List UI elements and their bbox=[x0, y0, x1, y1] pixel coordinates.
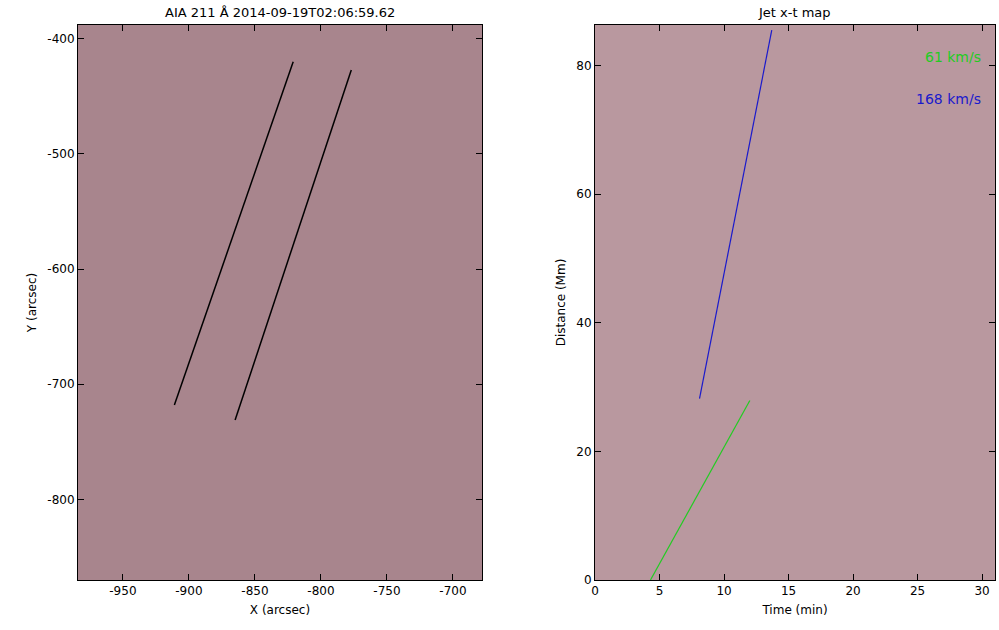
svg-text:-950: -950 bbox=[109, 584, 136, 598]
svg-text:5: 5 bbox=[656, 584, 664, 598]
svg-text:Y (arcsec): Y (arcsec) bbox=[25, 273, 39, 333]
svg-text:-500: -500 bbox=[47, 147, 74, 161]
svg-text:61 km/s: 61 km/s bbox=[925, 49, 981, 65]
svg-text:60: 60 bbox=[576, 187, 591, 201]
svg-text:X (arcsec): X (arcsec) bbox=[250, 603, 310, 617]
svg-text:-850: -850 bbox=[241, 584, 268, 598]
svg-text:10: 10 bbox=[716, 584, 731, 598]
svg-text:-400: -400 bbox=[47, 32, 74, 46]
svg-text:40: 40 bbox=[576, 316, 591, 330]
svg-text:15: 15 bbox=[781, 584, 796, 598]
svg-text:-900: -900 bbox=[175, 584, 202, 598]
svg-text:20: 20 bbox=[845, 584, 860, 598]
svg-text:-800: -800 bbox=[47, 493, 74, 507]
svg-text:-800: -800 bbox=[307, 584, 334, 598]
svg-text:-700: -700 bbox=[47, 377, 74, 391]
svg-text:-750: -750 bbox=[373, 584, 400, 598]
svg-text:30: 30 bbox=[974, 584, 989, 598]
svg-text:Distance (Mm): Distance (Mm) bbox=[554, 259, 568, 347]
svg-text:Jet x-t map: Jet x-t map bbox=[758, 5, 831, 20]
svg-text:25: 25 bbox=[910, 584, 925, 598]
svg-text:-600: -600 bbox=[47, 262, 74, 276]
svg-text:Time (min): Time (min) bbox=[761, 603, 827, 617]
svg-text:-700: -700 bbox=[439, 584, 466, 598]
svg-text:AIA 211 Å 2014-09-19T02:06:59.: AIA 211 Å 2014-09-19T02:06:59.62 bbox=[165, 5, 395, 20]
svg-text:0: 0 bbox=[584, 573, 592, 587]
svg-text:20: 20 bbox=[576, 445, 591, 459]
svg-text:80: 80 bbox=[576, 59, 591, 73]
svg-text:0: 0 bbox=[591, 584, 599, 598]
svg-text:168 km/s: 168 km/s bbox=[916, 91, 981, 107]
